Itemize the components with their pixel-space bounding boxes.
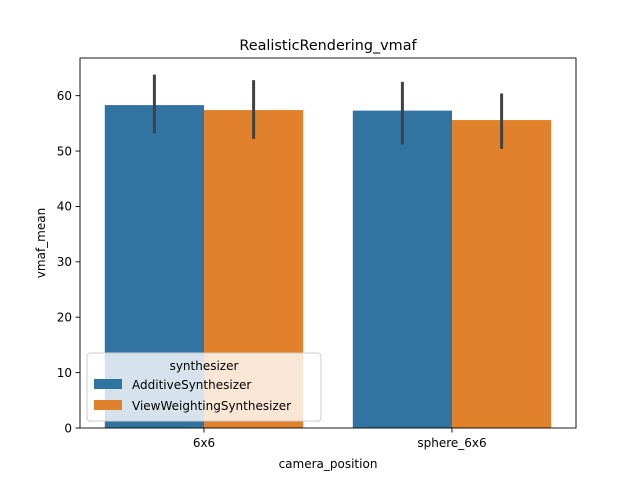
legend: synthesizer AdditiveSynthesizer ViewWeight… (86, 352, 322, 422)
error-bars-layer (152, 74, 504, 149)
y-tick-label-0: 0 (64, 421, 72, 435)
legend-swatch-ViewWeightingSynthesizer (94, 400, 122, 410)
y-tick-label-20: 20 (57, 311, 72, 325)
legend-label-ViewWeightingSynthesizer: ViewWeightingSynthesizer (132, 399, 291, 413)
legend-swatch-AdditiveSynthesizer (94, 379, 122, 389)
legend-box (86, 352, 322, 422)
y-tick-label-40: 40 (57, 200, 72, 214)
y-axis: 0 10 20 30 40 50 60 (57, 89, 80, 435)
legend-title: synthesizer (170, 359, 239, 373)
y-tick-label-60: 60 (57, 89, 72, 103)
bar-AdditiveSynthesizer-sphere_6x6 (352, 110, 452, 429)
plot-area-frame (79, 57, 577, 429)
bars-layer (104, 105, 552, 429)
y-tick-label-30: 30 (57, 255, 72, 269)
x-axis-label: camera_position (279, 457, 378, 471)
x-tick-label-sphere_6x6: sphere_6x6 (417, 436, 486, 450)
chart-title: RealisticRendering_vmaf (239, 38, 417, 54)
legend-label-AdditiveSynthesizer: AdditiveSynthesizer (132, 378, 251, 392)
y-axis-label: vmaf_mean (34, 208, 48, 278)
x-tick-label-6x6: 6x6 (193, 436, 215, 450)
bar-ViewWeightingSynthesizer-sphere_6x6 (452, 120, 552, 429)
x-axis: 6x6 sphere_6x6 (193, 428, 487, 450)
y-tick-label-10: 10 (57, 366, 72, 380)
y-tick-label-50: 50 (57, 144, 72, 158)
